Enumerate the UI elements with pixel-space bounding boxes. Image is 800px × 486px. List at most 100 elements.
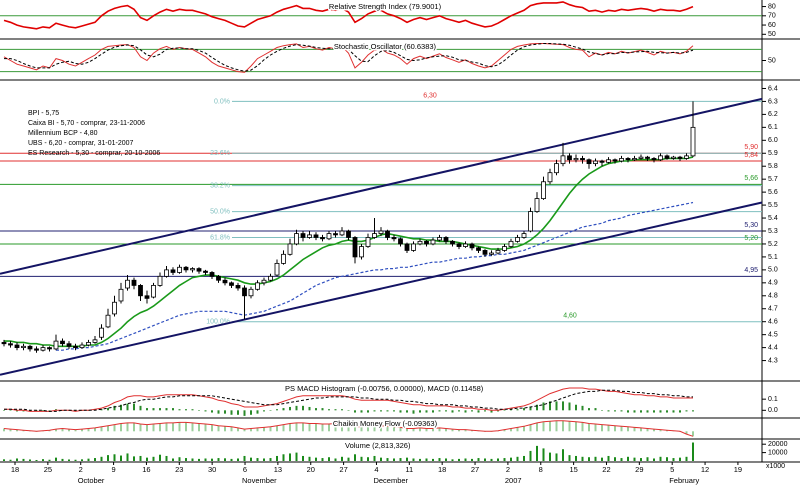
bar <box>471 458 473 461</box>
candle-body <box>612 159 618 162</box>
month-label: 2007 <box>505 476 522 485</box>
histogram-bar <box>412 410 415 414</box>
bar <box>555 420 558 432</box>
histogram-bar <box>458 410 460 412</box>
histogram-bar <box>425 410 428 413</box>
bar <box>620 426 623 432</box>
histogram-bar <box>282 408 285 411</box>
candle-body <box>34 348 39 351</box>
histogram-bar <box>250 410 252 415</box>
bar <box>159 454 161 461</box>
bar <box>81 429 83 432</box>
bar <box>666 430 668 432</box>
histogram-bar <box>133 403 135 411</box>
bar <box>536 422 538 432</box>
candle-body <box>385 230 390 238</box>
bar <box>172 422 174 432</box>
bar <box>9 459 12 461</box>
candle-body <box>170 269 176 273</box>
y-tick-label: 6.1 <box>768 124 778 131</box>
candle-body <box>138 285 143 297</box>
histogram-bar <box>3 410 5 411</box>
x-tick-label: 29 <box>635 465 643 474</box>
y-tick-label: 70 <box>768 13 776 20</box>
x-tick-label: 2 <box>506 465 510 474</box>
histogram-bar <box>393 410 395 412</box>
histogram-bar <box>510 409 512 411</box>
histogram-bar <box>341 409 343 411</box>
y-tick-label: 5.4 <box>768 215 778 222</box>
series-line <box>3 43 694 73</box>
x-tick-label: 18 <box>11 465 19 474</box>
bar <box>380 457 382 461</box>
histogram-bar <box>328 409 330 411</box>
candle-body <box>190 268 195 271</box>
bar <box>211 424 213 432</box>
bar <box>354 454 356 461</box>
fib-level-label: 100.0% <box>206 319 230 326</box>
candle-body <box>573 158 579 161</box>
bar <box>308 423 311 432</box>
candle-body <box>619 158 624 162</box>
candle-body <box>118 288 124 302</box>
histogram-bar <box>380 410 382 412</box>
bar <box>490 458 493 461</box>
histogram-bar <box>432 410 434 413</box>
candle-body <box>502 246 507 251</box>
candle-body <box>508 240 514 247</box>
candle-body <box>567 155 572 161</box>
series-line <box>3 420 694 437</box>
bar <box>48 430 51 432</box>
bar <box>640 458 642 461</box>
bar <box>601 424 603 432</box>
candle-body <box>229 282 234 286</box>
bar <box>497 458 499 461</box>
candle-body <box>658 155 663 161</box>
y-tick-label: 6.3 <box>768 98 778 105</box>
bar <box>94 427 96 432</box>
bar <box>386 458 389 461</box>
histogram-bar <box>640 410 642 413</box>
candle-body <box>424 240 429 245</box>
bar <box>432 458 434 461</box>
candle-body <box>690 126 696 157</box>
histogram-bar <box>685 410 688 412</box>
histogram-bar <box>438 410 441 412</box>
candle-body <box>235 285 241 289</box>
candle-body <box>255 282 260 290</box>
candle-body <box>684 155 689 159</box>
candle-body <box>671 156 676 159</box>
bar <box>523 455 525 461</box>
candle-body <box>21 345 26 349</box>
histogram-bar <box>503 410 506 411</box>
bar <box>679 457 681 461</box>
histogram-bar <box>659 410 662 413</box>
candle-body <box>92 339 98 343</box>
histogram-bar <box>269 410 272 411</box>
bar <box>81 459 83 461</box>
histogram-bar <box>360 410 363 413</box>
bar <box>399 427 402 432</box>
bar <box>367 457 369 461</box>
bar <box>100 456 103 461</box>
y-tick-label: 5.7 <box>768 176 778 183</box>
bar <box>113 454 116 461</box>
candle-body <box>177 266 182 273</box>
histogram-bar <box>601 410 603 411</box>
bar <box>458 429 460 432</box>
candle-body <box>47 347 52 350</box>
candle-body <box>580 158 585 161</box>
bar <box>445 428 447 432</box>
series-line <box>56 201 694 351</box>
histogram-bar <box>315 408 317 411</box>
bar <box>438 458 441 461</box>
histogram-bar <box>516 409 519 411</box>
bar <box>464 458 467 461</box>
candle-body <box>521 233 527 238</box>
candle-body <box>391 237 397 240</box>
trend-line <box>0 201 763 376</box>
histogram-bar <box>542 402 545 411</box>
bar <box>295 452 298 461</box>
candle-body <box>281 253 286 264</box>
